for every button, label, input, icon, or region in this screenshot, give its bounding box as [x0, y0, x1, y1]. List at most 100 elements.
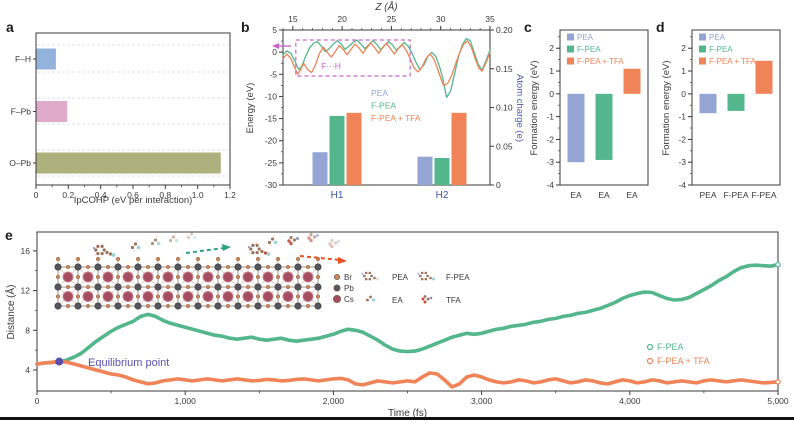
panel-d-legend-swatch	[699, 33, 706, 41]
panel-b-ytick-label: 0	[272, 47, 277, 57]
panel-b-right-axis-title: Atom charge (e)	[514, 74, 525, 142]
panel-e-chart: 4 8 12 16 Distance (Å) 0 1,000 2,000 3,000 4,000 5…	[4, 230, 789, 419]
orange-dashed-arrow	[338, 257, 347, 264]
molecule-glyph	[150, 236, 161, 248]
panel-c-bar	[567, 93, 585, 163]
panel-d-xtick-label: PEA	[699, 190, 716, 200]
panel-b-charge-curve-F-PEA + TFA	[282, 40, 491, 87]
panel-a-xtick-label: 0.2	[62, 190, 74, 200]
panel-e-equilibrium-label: Equilibrium point	[88, 357, 169, 369]
panel-a-xtick-label: 0.6	[127, 190, 139, 200]
panel-b-bar-F-PEA	[434, 157, 450, 185]
inset-legend-atom-Cs: Cs	[344, 295, 354, 304]
inset-legend-atom-Pb: Pb	[344, 284, 354, 293]
molecule-glyph	[186, 230, 197, 242]
panel-c-legend-swatch	[567, 45, 574, 53]
panel-a-category-label: F–H	[15, 54, 31, 64]
inset-legend-molecule-FPEA: F-PEA	[446, 273, 470, 282]
panel-b-group-label: H2	[436, 190, 449, 201]
panel-b-bar-PEA	[417, 156, 433, 185]
panel-d-frame	[691, 29, 781, 186]
panel-d-ytick-label: 0	[681, 89, 686, 99]
panel-d-legend-item: PEA	[709, 33, 726, 42]
panel-a-xtick-label: 1.2	[224, 190, 236, 200]
panel-c-bar	[623, 68, 641, 94]
panel-b-fh-box	[295, 39, 411, 77]
panel-e-xtick-label: 1,000	[175, 396, 197, 406]
panel-e-ytick-label: 8	[25, 325, 30, 335]
panel-c-ytick-label: -1	[546, 112, 554, 122]
panel-b-bar-F-PEA + TFA	[346, 112, 362, 185]
panel-b-ytick-label: -30	[265, 180, 278, 190]
panel-b-topaxis-tick: 25	[387, 14, 397, 24]
panel-a-xaxis-title: IpCOHP (eV per interaction)	[74, 195, 193, 206]
panel-c-yaxis-title: Formation energy (eV)	[529, 60, 540, 155]
panel-d-bar	[699, 93, 717, 114]
panel-c-label: c	[524, 19, 532, 35]
lattice-inset	[54, 256, 322, 310]
panel-b-topaxis-title: Z (Å)	[374, 0, 397, 13]
molecule-glyph	[248, 241, 271, 256]
panel-b-right-tick-label: 0.20	[496, 25, 513, 35]
panel-a-bar-O–Pb	[36, 152, 221, 174]
panel-d-ytick-label: -2	[678, 134, 686, 144]
panel-b-legend-item: F-PEA + TFA	[371, 113, 421, 123]
panel-e-xtick-label: 2,000	[323, 396, 345, 406]
molecule-glyph	[93, 242, 116, 257]
panel-b-left-arrow	[272, 43, 279, 49]
panel-b-right-tick-label: 0.10	[496, 103, 513, 113]
molecule-glyph	[328, 238, 340, 249]
inset-legend-molecule-PEA: PEA	[392, 273, 409, 282]
panel-e-label: e	[5, 227, 13, 243]
panel-d-legend-swatch	[699, 57, 706, 65]
panel-d-legend-swatch	[699, 45, 706, 53]
panel-c-ytick-label: -2	[546, 134, 554, 144]
panel-a-chart: F–H F–Pb O–Pb 0 0.2 0.4 0.6 0.8 1.0 1.2 IpCOHP (eV…	[9, 32, 236, 206]
panel-a-label: a	[6, 19, 14, 35]
panel-e-series-F-PEA + TFA	[35, 359, 780, 389]
panel-d-ytick-label: -1	[678, 112, 686, 122]
panel-c-xtick-label: EA	[598, 190, 610, 200]
inset-legend-molecule-TFA: TFA	[446, 296, 461, 305]
inset-legend-molecule-EA: EA	[392, 296, 403, 305]
molecule-glyph	[267, 235, 278, 247]
panel-e-yaxis-title: Distance (Å)	[4, 284, 17, 339]
panel-d-ytick-label: 1	[681, 66, 686, 76]
panel-e-ytick-label: 16	[21, 246, 31, 256]
panel-b-bar-PEA	[312, 152, 328, 185]
panel-c-legend-swatch	[567, 57, 574, 65]
panel-a-bar-F–Pb	[36, 101, 68, 122]
inset-legend: Br Pb Cs PEA EA F-PEA TFA	[332, 271, 470, 305]
molecule-glyph	[130, 240, 141, 252]
panel-b-label: b	[241, 19, 250, 35]
panel-b-topaxis-tick: 15	[288, 14, 298, 24]
panel-d-ytick-label: 2	[681, 43, 686, 53]
panel-b-ytick-label: -20	[265, 136, 278, 146]
panel-e-ytick-label: 12	[21, 286, 31, 296]
panel-e-xtick-label: 3,000	[471, 396, 493, 406]
panel-b-right-tick-label: 0	[496, 180, 501, 190]
panel-c-ytick-label: 2	[549, 43, 554, 53]
panel-d-ytick-label: -3	[678, 157, 686, 167]
panel-b-chart: 15 20 25 30 35 Z (Å) 5 0 -5 -10 -15 -20 -25 -30 Energy…	[245, 0, 525, 201]
molecule-glyph	[287, 235, 299, 246]
panel-e-legend-item: F-PEA	[657, 342, 684, 352]
panel-a-category-label: O–Pb	[9, 158, 31, 168]
panel-b-topaxis-tick: 20	[337, 14, 347, 24]
surface-molecules	[93, 230, 347, 264]
panel-c-xtick-label: EA	[626, 190, 638, 200]
panel-a-xtick-label: 0.8	[159, 190, 171, 200]
panel-b-ytick-label: -5	[269, 69, 277, 79]
panel-c-legend-item: PEA	[577, 33, 594, 42]
panel-c-chart: 2 1 0 -1 -2 -3 -4 Formation energy (eV) EA EA EA PE…	[529, 29, 649, 200]
panel-d-yaxis-title: Formation energy (eV)	[661, 60, 672, 155]
inset-legend-atom-Br: Br	[344, 273, 352, 282]
panel-e-xaxis-title: Time (fs)	[388, 408, 427, 419]
panel-a-category-label: F–Pb	[11, 107, 32, 117]
panel-d-xtick-label: F-PEA	[723, 190, 748, 200]
panel-c-ytick-label: -4	[546, 180, 554, 190]
panel-b-ytick-label: 5	[272, 25, 277, 35]
panel-a-bar-F–H	[36, 48, 56, 70]
